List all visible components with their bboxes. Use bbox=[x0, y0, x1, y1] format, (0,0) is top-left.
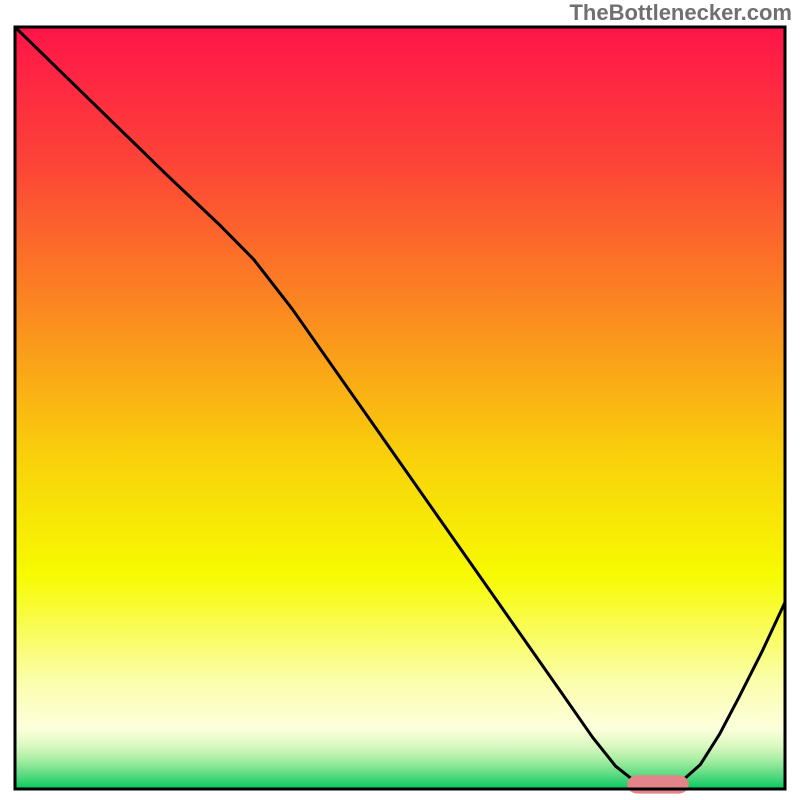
watermark-text: TheBottlenecker.com bbox=[569, 0, 792, 26]
chart-svg bbox=[0, 0, 800, 800]
bottleneck-chart: TheBottlenecker.com bbox=[0, 0, 800, 800]
optimal-marker bbox=[627, 775, 689, 793]
